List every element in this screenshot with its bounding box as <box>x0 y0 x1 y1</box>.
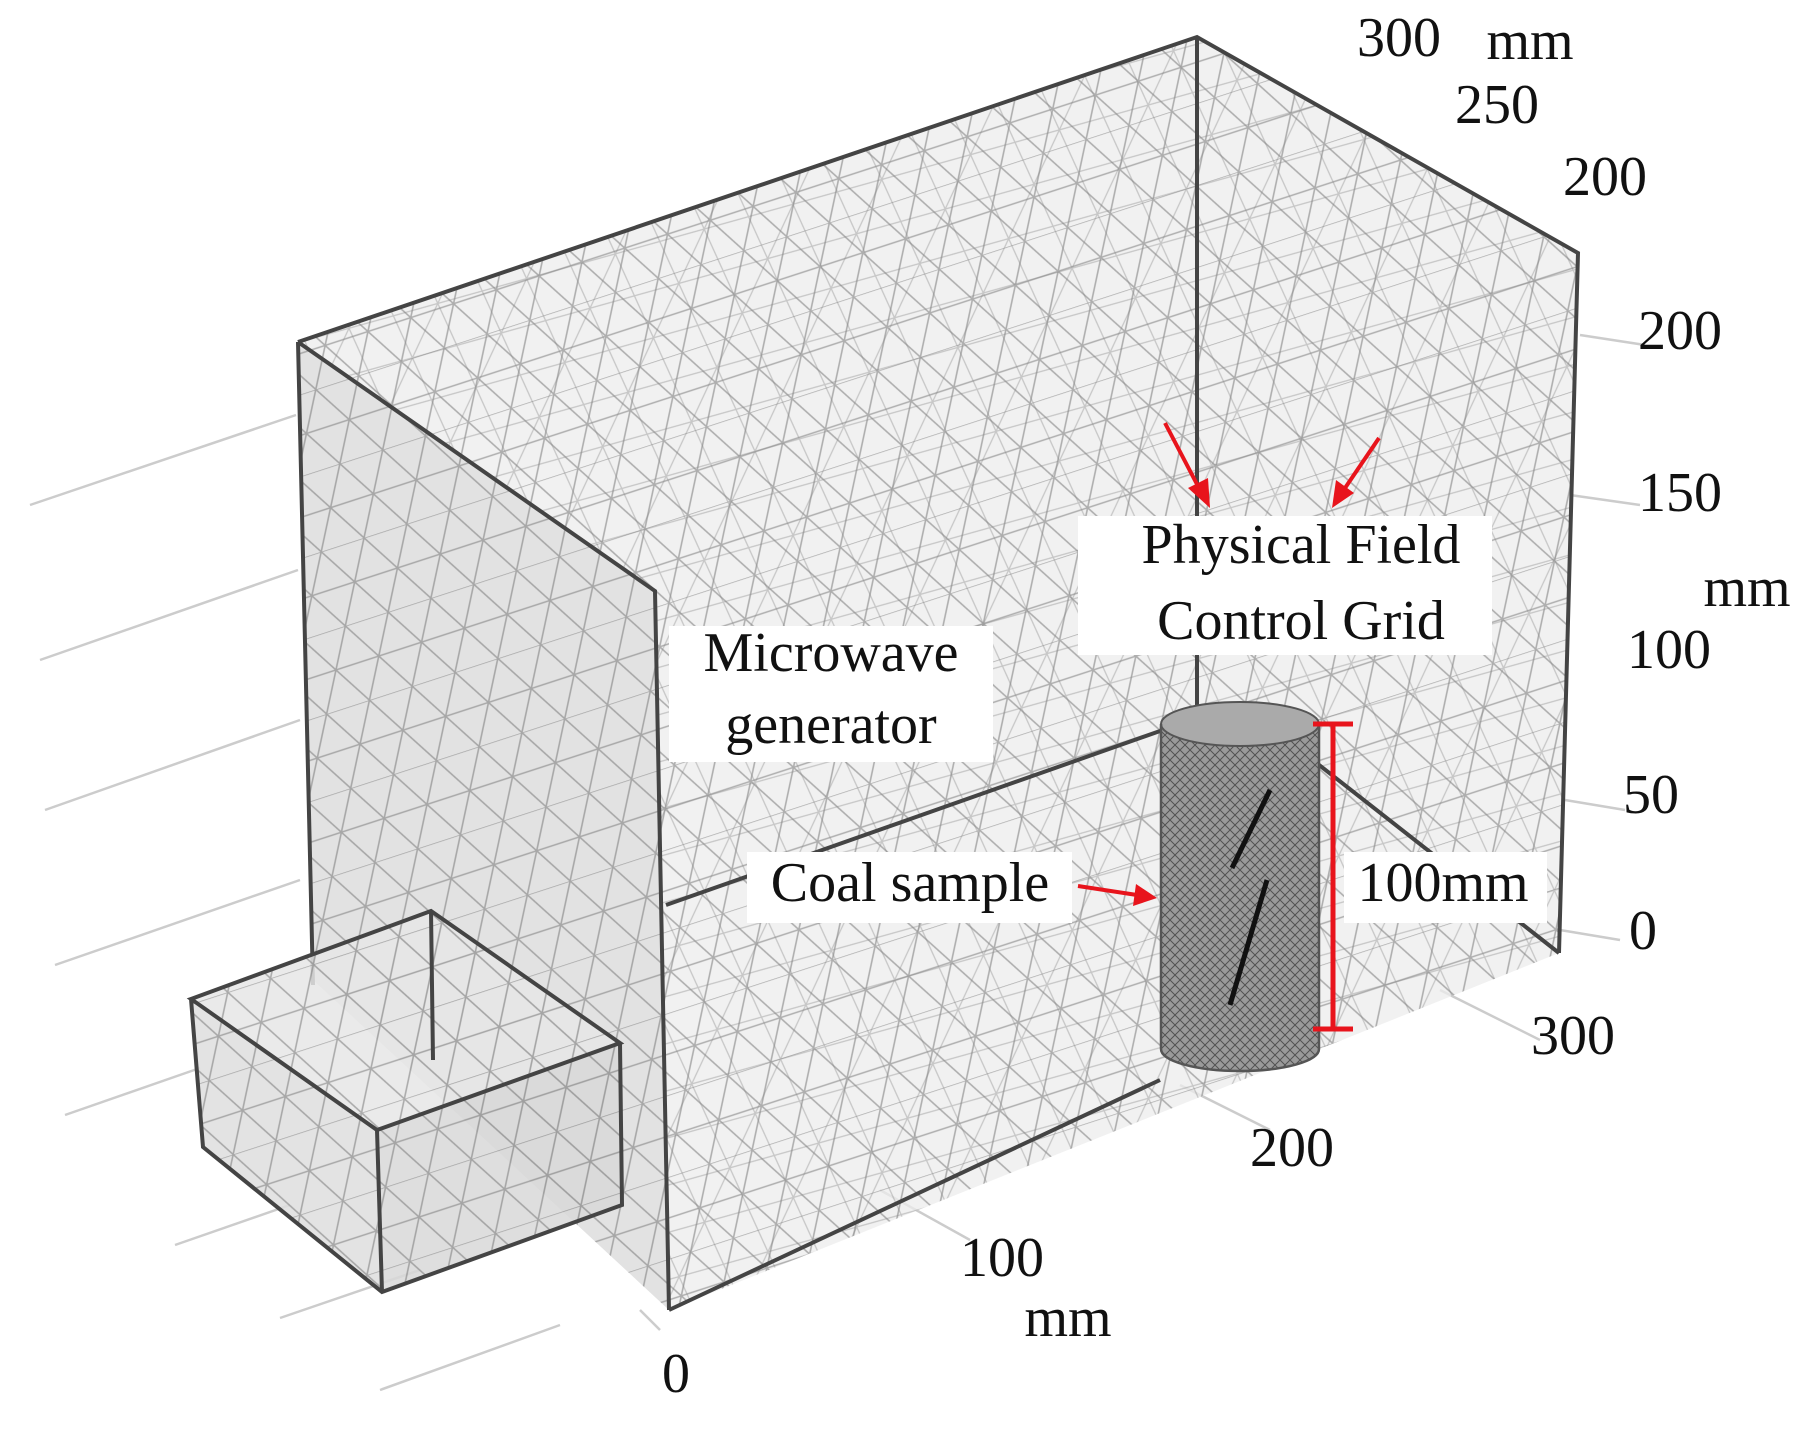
sample-label: Coal sample <box>771 852 1049 914</box>
y-tick-label: 300 <box>1357 7 1441 69</box>
coal-sample <box>1159 701 1321 1073</box>
z-tick-label: 50 <box>1623 764 1679 826</box>
generator-label-line: Microwave <box>703 622 958 684</box>
y-tick-label: 250 <box>1455 74 1539 136</box>
x-tick-label: 0 <box>662 1343 690 1405</box>
y-axis-unit: mm <box>1486 10 1573 72</box>
generator-label-line: generator <box>725 694 937 756</box>
label-boxes <box>669 516 1547 923</box>
waveguide-port <box>186 908 625 1295</box>
z-axis-unit: mm <box>1703 557 1790 619</box>
x-tick-label: 100 <box>960 1227 1044 1289</box>
generator-label: generator <box>725 694 937 756</box>
grid-label: Physical Field <box>1142 514 1461 576</box>
x-tick-label: 300 <box>1531 1005 1615 1067</box>
z-tick-label: 150 <box>1638 462 1722 524</box>
z-tick-label: 100 <box>1627 619 1711 681</box>
generator-label: Microwave <box>703 622 958 684</box>
x-tick-label: 200 <box>1250 1117 1334 1179</box>
arrows <box>1077 422 1381 906</box>
grid-label-line: Control Grid <box>1157 590 1445 652</box>
axis-guides <box>29 333 1646 1392</box>
x-axis-unit: mm <box>1024 1287 1111 1349</box>
y-tick-label: 200 <box>1563 146 1647 208</box>
height-label: 100mm <box>1357 852 1528 914</box>
z-tick-label: 200 <box>1638 300 1722 362</box>
z-tick-label: 0 <box>1629 900 1657 962</box>
grid-label: Control Grid <box>1157 590 1445 652</box>
dimension-bar <box>1313 721 1353 1032</box>
grid-label-line: Physical Field <box>1142 514 1461 576</box>
